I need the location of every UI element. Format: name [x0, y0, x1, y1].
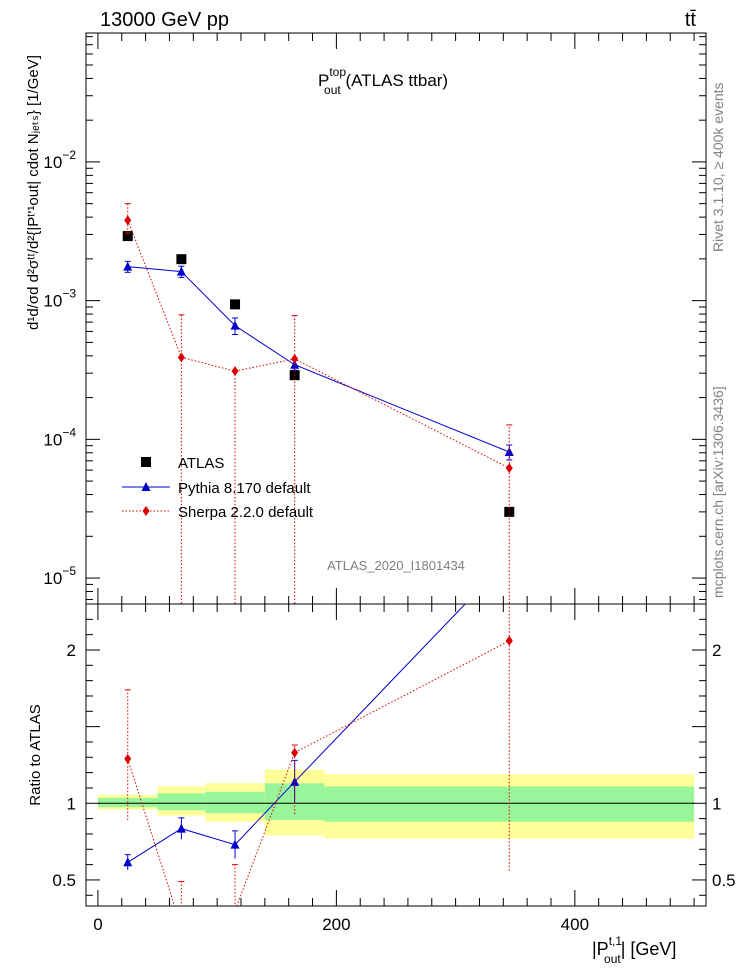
ratio-point [178, 922, 185, 932]
legend: ATLAS Pythia 8.170 default Sherpa 2.2.0 de… [122, 455, 314, 521]
process-label: tt̄ [685, 9, 697, 31]
y-tick-label: 10−5 [43, 564, 76, 588]
analysis-id-label: ATLAS_2020_I1801434 [327, 558, 465, 573]
ratio-point [505, 635, 513, 646]
ratio-y-tick-label: 0.5 [52, 871, 76, 890]
collision-energy-label: 13000 GeV pp [100, 9, 229, 31]
ratio-band-green [205, 791, 265, 814]
ratio-series-1 [124, 604, 513, 932]
x-axis-label: |Pt,1 out| [GeV] [592, 934, 676, 966]
ratio-y-axis-label: Ratio to ATLAS [27, 704, 44, 805]
series-line [127, 266, 510, 453]
y-tick-label: 10−2 [43, 148, 76, 172]
main-y-axis-label: d¹d/σd d²σᵗᵗ/d²{|Pᵗ'¹out| cdot Nⱼₑₜₛ} [1… [25, 55, 42, 330]
legend-marker [142, 506, 150, 516]
ratio-plot-frame [85, 603, 707, 907]
main-series-2 [124, 203, 513, 604]
x-tick-label: 200 [322, 915, 350, 934]
ratio-band-green [157, 793, 206, 811]
ratio-y-tick-label-right: 0.5 [712, 871, 736, 890]
data-point [230, 320, 240, 330]
mcplots-label: mcplots.cern.ch [arXiv:1306.3436] [710, 386, 726, 598]
ratio-uncertainty-bands [97, 769, 695, 839]
ratio-axis-ticks: 0 200 400 0.5 0.5 1 1 2 2 [52, 604, 736, 934]
main-axis-ticks: 10−5 10−4 10−3 10−2 [43, 33, 706, 604]
data-point [123, 261, 133, 271]
ratio-y-tick-label: 1 [67, 794, 76, 813]
data-point [231, 366, 239, 377]
legend-marker [141, 457, 151, 467]
data-point [230, 299, 241, 310]
plot-title: Ptop out (ATLAS ttbar) [318, 65, 448, 97]
ratio-point [234, 905, 236, 906]
ratio-y-tick-label-right: 1 [712, 794, 721, 813]
ratio-point [230, 839, 240, 849]
ratio-point [291, 747, 299, 758]
rivet-version-label: Rivet 3.1.10, ≥ 400k events [710, 82, 726, 252]
y-tick-label: 10−3 [43, 287, 76, 311]
ratio-point [124, 753, 132, 764]
data-point [177, 352, 185, 363]
data-point [176, 254, 187, 265]
data-point [505, 463, 513, 474]
x-tick-label: 0 [93, 915, 102, 934]
data-point [176, 266, 186, 276]
ratio-y-tick-label-right: 2 [712, 641, 721, 660]
ratio-point [123, 857, 133, 867]
ratio-y-tick-label: 2 [67, 641, 76, 660]
legend-label: Sherpa 2.2.0 default [178, 504, 314, 521]
series-line [127, 220, 510, 469]
main-series [122, 203, 515, 604]
legend-marker [141, 482, 151, 491]
legend-label: Pythia 8.170 default [178, 480, 311, 497]
x-tick-label: 400 [561, 915, 589, 934]
data-point [124, 215, 132, 226]
data-point [291, 353, 299, 364]
ratio-series [123, 604, 513, 932]
y-tick-label: 10−4 [43, 425, 76, 449]
ratio-point [176, 823, 186, 833]
data-point [122, 231, 133, 242]
legend-label: ATLAS [178, 455, 224, 472]
